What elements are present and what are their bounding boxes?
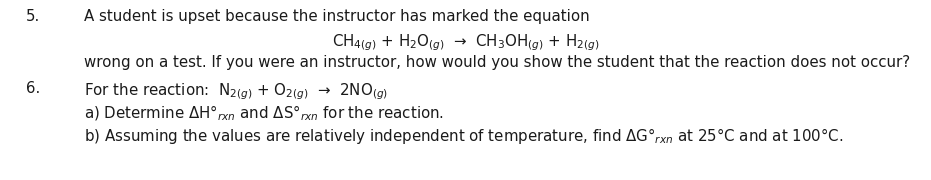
Text: 6.: 6. — [26, 81, 40, 96]
Text: wrong on a test. If you were an instructor, how would you show the student that : wrong on a test. If you were an instruct… — [84, 55, 910, 70]
Text: a) Determine ΔH°$_{rxn}$ and ΔS°$_{rxn}$ for the reaction.: a) Determine ΔH°$_{rxn}$ and ΔS°$_{rxn}$… — [84, 104, 444, 123]
Text: For the reaction:  N$_{2(g)}$ + O$_{2(g)}$  →  2NO$_{(g)}$: For the reaction: N$_{2(g)}$ + O$_{2(g)}… — [84, 81, 388, 102]
Text: CH$_{4(g)}$ + H$_2$O$_{(g)}$  →  CH$_3$OH$_{(g)}$ + H$_{2(g)}$: CH$_{4(g)}$ + H$_2$O$_{(g)}$ → CH$_3$OH$… — [331, 32, 600, 53]
Text: 5.: 5. — [26, 9, 40, 24]
Text: A student is upset because the instructor has marked the equation: A student is upset because the instructo… — [84, 9, 589, 24]
Text: b) Assuming the values are relatively independent of temperature, find ΔG°$_{rxn: b) Assuming the values are relatively in… — [84, 126, 843, 146]
